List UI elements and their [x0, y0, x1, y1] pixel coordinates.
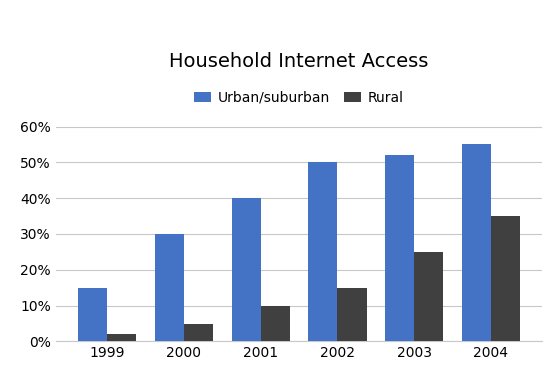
Bar: [231, 198, 260, 341]
Bar: [155, 234, 184, 341]
Bar: [260, 306, 290, 341]
Bar: [385, 155, 414, 341]
Bar: [308, 162, 338, 341]
Bar: [107, 334, 136, 341]
Bar: [184, 324, 213, 341]
Bar: [414, 252, 443, 341]
Bar: [78, 288, 107, 341]
Title: Household Internet Access: Household Internet Access: [169, 52, 429, 71]
Legend: Urban/suburban, Rural: Urban/suburban, Rural: [189, 85, 409, 111]
Bar: [462, 144, 491, 341]
Bar: [491, 216, 520, 341]
Bar: [338, 288, 367, 341]
